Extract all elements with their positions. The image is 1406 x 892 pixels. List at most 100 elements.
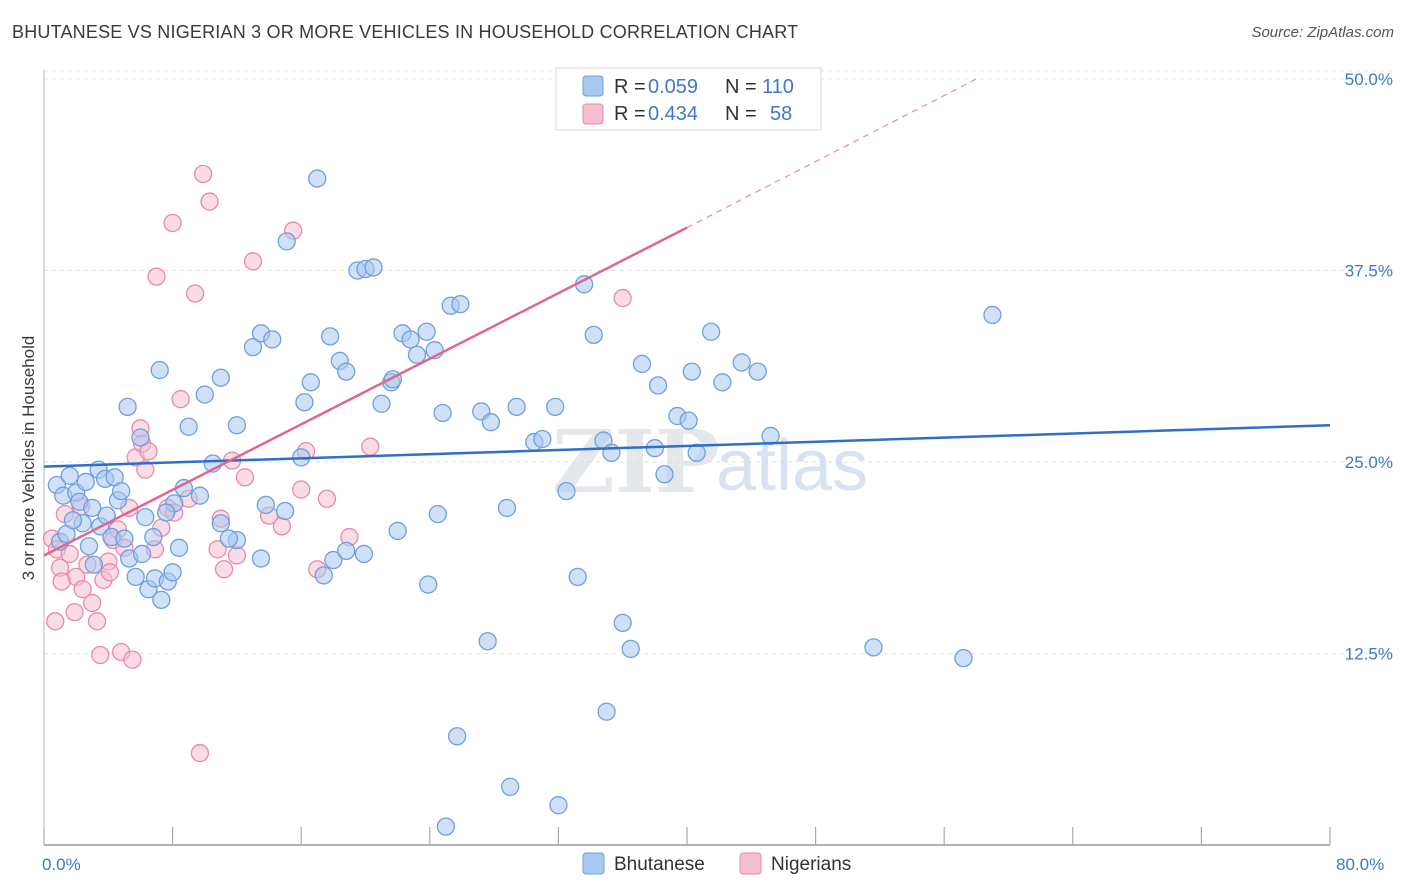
- nigerians-point: [292, 480, 311, 499]
- bhutanese-point: [227, 416, 247, 435]
- y-tick-label: 50.0%: [1345, 70, 1393, 89]
- y-axis-label: 3 or more Vehicles in Household: [19, 336, 38, 581]
- legend-swatch-pink: [582, 103, 604, 125]
- legend-r-value-1: 0.059: [648, 76, 698, 98]
- bhutanese-point: [136, 508, 155, 527]
- series-legend: Bhutanese Nigerians: [582, 852, 851, 875]
- bhutanese-point: [211, 368, 230, 387]
- nigerians-point: [73, 580, 92, 599]
- bhutanese-point: [118, 397, 137, 416]
- bhutanese-point: [501, 777, 520, 796]
- nigerians-point: [190, 743, 210, 763]
- bhutanese-point: [314, 566, 333, 585]
- bhutanese-point: [655, 465, 674, 484]
- bhutanese-point: [337, 362, 356, 381]
- nigerians-point: [227, 546, 247, 565]
- nigerians-point: [87, 612, 107, 631]
- trend-lines: [43, 78, 1331, 557]
- nigerians-point: [361, 437, 380, 456]
- nigerians-point: [317, 489, 337, 508]
- nigerians-point: [243, 252, 263, 271]
- bhutanese-point: [713, 373, 732, 392]
- bhutanese-point: [320, 327, 340, 346]
- y-tick-label: 12.5%: [1345, 645, 1393, 664]
- nigerians-point: [91, 645, 110, 665]
- bhutanese-point: [864, 638, 883, 657]
- bottom-legend-swatch-bhutanese: [582, 852, 605, 875]
- chart-title: BHUTANESE VS NIGERIAN 3 OR MORE VEHICLES…: [12, 22, 799, 42]
- y-tick-labels: 12.5% 25.0% 37.5% 50.0%: [1345, 70, 1393, 664]
- bhutanese-point: [157, 503, 176, 522]
- bhutanese-point: [497, 498, 517, 518]
- bhutanese-point: [275, 501, 295, 521]
- nigerians-point: [235, 468, 255, 487]
- nigerians-point: [100, 563, 120, 582]
- bhutanese-point: [478, 632, 497, 651]
- bhutanese-point: [481, 413, 501, 432]
- bhutanese-point: [144, 527, 163, 547]
- nigerians-point: [147, 267, 166, 286]
- y-tick-label: 25.0%: [1345, 453, 1393, 472]
- bhutanese-point: [163, 563, 182, 582]
- bhutanese-point: [568, 567, 587, 587]
- x-tick-label-min: 0.0%: [42, 855, 81, 874]
- bhutanese-point: [115, 529, 134, 548]
- bhutanese-point: [372, 394, 391, 413]
- series-bhutanese-points: [47, 169, 1002, 836]
- bottom-legend-label-bhutanese: Bhutanese: [614, 854, 705, 875]
- bhutanese-point: [388, 521, 407, 541]
- bhutanese-point: [256, 495, 275, 515]
- bhutanese-point: [417, 322, 436, 341]
- bhutanese-point: [243, 337, 263, 357]
- bhutanese-point: [60, 466, 79, 485]
- bhutanese-point: [301, 373, 320, 392]
- bhutanese-point: [701, 322, 721, 341]
- bhutanese-point: [954, 648, 973, 668]
- bhutanese-point: [354, 544, 374, 564]
- nigerians-point: [83, 593, 102, 613]
- nigerians-point: [200, 192, 219, 211]
- legend-n-label-1: N =: [725, 76, 757, 98]
- nigerians-point: [136, 460, 155, 479]
- bhutanese-point: [428, 504, 447, 524]
- bhutanese-point: [436, 817, 456, 836]
- bhutanese-point: [401, 330, 420, 349]
- nigerians-point: [52, 572, 71, 591]
- x-tick-label-max: 80.0%: [1336, 855, 1384, 874]
- bhutanese-point: [83, 498, 102, 518]
- bhutanese-point: [364, 258, 383, 277]
- bhutanese-point: [150, 360, 169, 380]
- bhutanese-point: [557, 481, 576, 501]
- nigerians-point: [60, 544, 79, 564]
- bhutanese-point: [613, 613, 632, 633]
- bhutanese-point: [687, 443, 706, 462]
- bhutanese-point: [602, 443, 621, 462]
- legend-n-value-1: 110: [762, 76, 794, 98]
- bhutanese-point: [597, 702, 616, 721]
- nigerians-trend-line: [43, 226, 688, 557]
- bhutanese-point: [632, 354, 652, 374]
- nigerians-point: [193, 164, 213, 184]
- bhutanese-point: [584, 325, 603, 344]
- bhutanese-trend-line: [43, 423, 1331, 468]
- bhutanese-point: [79, 537, 99, 556]
- bhutanese-point: [126, 567, 145, 587]
- bhutanese-point: [507, 397, 526, 416]
- bhutanese-point: [219, 529, 239, 548]
- bhutanese-point: [433, 403, 452, 423]
- bhutanese-point: [337, 541, 356, 561]
- bhutanese-point: [211, 514, 230, 533]
- bottom-legend-swatch-nigerians: [739, 852, 762, 875]
- bhutanese-point: [682, 362, 701, 381]
- bhutanese-point: [451, 295, 470, 314]
- watermark-atlas: atlas: [716, 426, 868, 506]
- nigerians-point: [613, 288, 632, 308]
- bhutanese-point: [131, 428, 150, 447]
- bhutanese-point: [169, 538, 189, 557]
- bhutanese-point: [546, 397, 565, 416]
- legend-swatch-blue: [582, 75, 604, 97]
- x-ticks: [43, 827, 1331, 845]
- correlation-legend: R = 0.059 N = 110 R = 0.434 N = 58: [555, 67, 822, 131]
- bhutanese-point: [621, 639, 640, 659]
